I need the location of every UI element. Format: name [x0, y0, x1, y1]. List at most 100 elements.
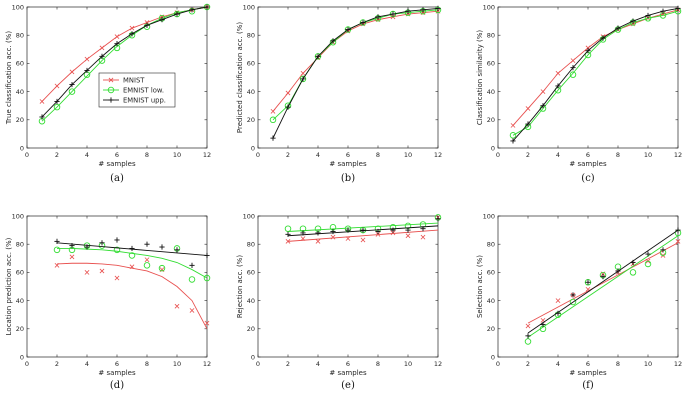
data-point [300, 230, 306, 236]
data-point [344, 26, 352, 33]
y-tick-label: 20 [487, 116, 495, 124]
y-tick-label: 0 [20, 353, 24, 361]
data-point [159, 17, 165, 23]
data-point [99, 240, 105, 246]
data-point [390, 11, 396, 17]
data-point [555, 70, 561, 76]
data-point [54, 98, 60, 105]
data-point [405, 227, 411, 233]
data-point [525, 333, 531, 339]
y-tick-label: 60 [16, 269, 24, 277]
x-tick-label: 6 [346, 360, 350, 368]
series-emnist-upp [510, 5, 681, 144]
series-line [57, 247, 208, 279]
y-tick-label: 80 [487, 32, 495, 40]
y-axis-label: Selection acc. (%) [476, 255, 484, 318]
y-tick-label: 60 [247, 60, 255, 68]
y-tick-label: 40 [247, 88, 255, 96]
x-tick-label: 0 [25, 151, 29, 159]
series-emnist-low [524, 229, 682, 345]
data-point [158, 264, 166, 272]
y-axis-label: Location prediction acc. (%) [5, 237, 13, 335]
data-point [405, 8, 411, 14]
data-point [315, 239, 321, 244]
y-tick-label: 100 [243, 212, 255, 220]
data-point [509, 132, 517, 139]
x-tick-label: 2 [286, 360, 290, 368]
series-emnist-low [53, 242, 211, 283]
x-tick-label: 12 [674, 151, 682, 159]
y-tick-label: 0 [251, 144, 255, 152]
x-tick-label: 4 [85, 151, 89, 159]
data-point [68, 88, 76, 95]
x-tick-label: 0 [256, 360, 260, 368]
y-tick-label: 80 [247, 32, 255, 40]
data-point [359, 226, 367, 234]
x-tick-label: 8 [616, 360, 620, 368]
y-tick-label: 80 [16, 32, 24, 40]
data-point [114, 41, 120, 47]
data-point [615, 268, 621, 274]
series-line [41, 6, 208, 118]
data-point [630, 259, 636, 266]
data-point [525, 323, 531, 329]
y-tick-label: 60 [487, 60, 495, 68]
x-tick-label: 10 [173, 360, 181, 368]
data-point [600, 35, 606, 41]
x-tick-label: 8 [376, 151, 380, 159]
axes-box [257, 215, 439, 358]
data-point [585, 279, 591, 285]
x-tick-label: 4 [316, 151, 320, 159]
data-point [645, 251, 651, 257]
data-point [330, 234, 336, 240]
x-tick-label: 12 [203, 151, 211, 159]
data-point [300, 76, 306, 82]
y-tick-label: 60 [487, 269, 495, 277]
y-tick-label: 40 [16, 297, 24, 305]
x-tick-label: 6 [586, 151, 590, 159]
legend-label: MNIST [123, 76, 145, 84]
x-axis-label: # samples [98, 369, 136, 377]
data-point [510, 138, 516, 144]
data-point [159, 244, 165, 250]
data-point [375, 228, 381, 235]
axes-box [26, 215, 208, 358]
data-point [204, 320, 210, 326]
data-point [203, 3, 211, 11]
x-tick-label: 8 [616, 151, 620, 159]
data-point [129, 31, 135, 37]
data-point [84, 56, 90, 62]
data-point [114, 237, 120, 243]
x-axis-label: # samples [569, 160, 607, 168]
y-tick-label: 80 [247, 241, 255, 249]
y-tick-label: 100 [483, 212, 495, 220]
data-point [540, 103, 546, 109]
data-point [128, 252, 136, 259]
y-tick-label: 0 [491, 144, 495, 152]
data-point [330, 38, 336, 44]
y-axis-label: True classification acc. (%) [5, 31, 13, 125]
x-tick-label: 12 [203, 360, 211, 368]
x-tick-label: 10 [644, 360, 652, 368]
x-tick-label: 2 [55, 151, 59, 159]
data-point [129, 25, 135, 31]
data-point [345, 227, 351, 233]
data-point [555, 310, 561, 316]
y-tick-label: 20 [16, 116, 24, 124]
y-tick-label: 40 [487, 88, 495, 96]
data-point [300, 70, 306, 76]
y-tick-label: 80 [487, 241, 495, 249]
data-point [375, 231, 381, 237]
subplot-caption: (e) [341, 380, 355, 391]
data-point [360, 227, 366, 233]
y-tick-label: 20 [487, 325, 495, 333]
data-point [569, 298, 577, 306]
x-tick-label: 4 [556, 151, 560, 159]
data-point [144, 22, 150, 28]
subplot-caption: (b) [341, 173, 355, 184]
x-tick-label: 6 [115, 360, 119, 368]
data-point [69, 243, 75, 249]
data-point [269, 116, 277, 124]
data-point [54, 262, 60, 268]
data-point [420, 226, 426, 232]
